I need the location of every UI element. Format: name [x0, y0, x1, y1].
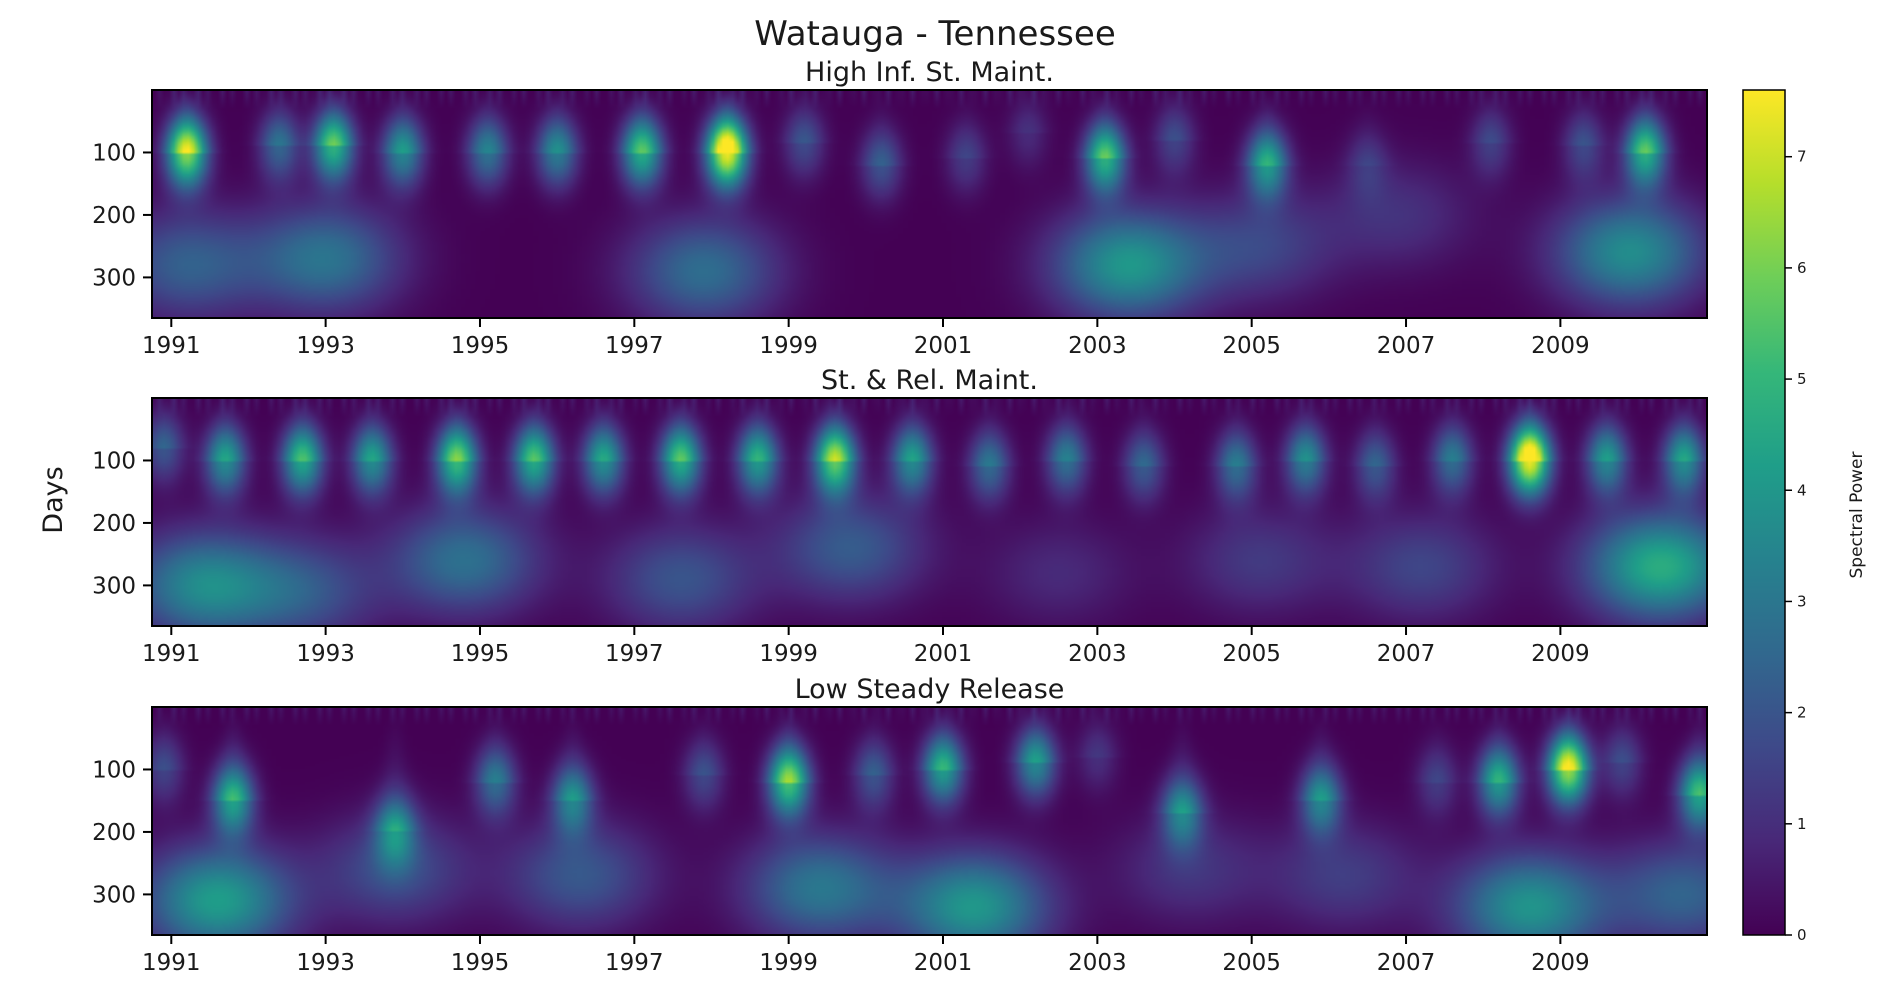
- x-tick-label: 1991: [142, 333, 201, 359]
- panel-title: High Inf. St. Maint.: [805, 57, 1054, 88]
- heatmap-image: [152, 398, 1707, 626]
- colorbar: 0 1 2 3 4 5 6 7 Spectral Power: [1742, 89, 1867, 944]
- panel-frame: [151, 397, 1708, 627]
- x-tick-label: 2007: [1377, 333, 1436, 359]
- y-tick-label: 300: [92, 882, 136, 908]
- heatmap-panels: High Inf. St. Maint. 100 200 300 1991 1993 199…: [92, 57, 1708, 976]
- colorbar-tick-label: 7: [1797, 148, 1807, 166]
- heatmap-image: [152, 707, 1707, 935]
- colorbar-tick-label: 3: [1797, 592, 1807, 610]
- x-tick-label: 1999: [759, 641, 818, 667]
- panel-frame: [151, 89, 1708, 319]
- x-tick-label: 2009: [1531, 641, 1590, 667]
- x-tick-label: 2007: [1377, 950, 1436, 976]
- colorbar-tick-label: 4: [1797, 481, 1807, 499]
- colorbar-tick-label: 6: [1797, 259, 1807, 277]
- x-tick-label: 1997: [605, 641, 664, 667]
- y-tick-label: 300: [92, 573, 136, 599]
- colorbar-tick-label: 2: [1797, 704, 1807, 722]
- x-tick-label: 2003: [1068, 950, 1127, 976]
- colorbar-tick-label: 5: [1797, 370, 1807, 388]
- x-tick-label: 1995: [451, 641, 510, 667]
- x-tick-label: 2001: [914, 641, 973, 667]
- colorbar-gradient: [1742, 89, 1786, 936]
- x-tick-label: 1993: [296, 333, 355, 359]
- x-tick-label: 1997: [605, 333, 664, 359]
- x-tick-label: 1993: [296, 950, 355, 976]
- x-tick-label: 2007: [1377, 641, 1436, 667]
- y-tick-label: 300: [92, 265, 136, 291]
- x-tick-label: 1991: [142, 641, 201, 667]
- x-tick-label: 2009: [1531, 333, 1590, 359]
- x-tick-label: 2009: [1531, 950, 1590, 976]
- x-tick-label: 1995: [451, 333, 510, 359]
- y-axis-label: Days: [38, 466, 69, 533]
- heatmap-image: [152, 90, 1707, 318]
- y-tick-label: 200: [92, 511, 136, 537]
- x-tick-label: 2005: [1222, 950, 1281, 976]
- panel-title: Low Steady Release: [795, 674, 1065, 705]
- colorbar-tick-label: 0: [1797, 926, 1807, 944]
- panel-1: High Inf. St. Maint. 100 200 300 1991 1993 199…: [92, 57, 1708, 359]
- colorbar-label: Spectral Power: [1847, 452, 1867, 579]
- x-tick-label: 2005: [1222, 333, 1281, 359]
- x-tick-label: 2005: [1222, 641, 1281, 667]
- y-tick-label: 200: [92, 203, 136, 229]
- y-tick-label: 100: [92, 448, 136, 474]
- figure-title: Watauga - Tennessee: [754, 14, 1115, 54]
- x-tick-label: 1999: [759, 333, 818, 359]
- panel-title: St. & Rel. Maint.: [821, 365, 1038, 396]
- x-tick-label: 1993: [296, 641, 355, 667]
- x-tick-label: 1991: [142, 950, 201, 976]
- x-tick-label: 1997: [605, 950, 664, 976]
- x-tick-label: 2001: [914, 333, 973, 359]
- x-tick-label: 2003: [1068, 641, 1127, 667]
- x-tick-label: 1995: [451, 950, 510, 976]
- y-tick-label: 100: [92, 140, 136, 166]
- panel-3: Low Steady Release 100 200 300 1991 1993 1995 1…: [92, 674, 1708, 976]
- x-tick-label: 2001: [914, 950, 973, 976]
- y-tick-label: 200: [92, 820, 136, 846]
- x-tick-label: 2003: [1068, 333, 1127, 359]
- y-tick-label: 100: [92, 757, 136, 783]
- panel-frame: [151, 706, 1708, 936]
- x-tick-label: 1999: [759, 950, 818, 976]
- colorbar-ticks: 0 1 2 3 4 5 6 7: [1785, 148, 1807, 944]
- colorbar-tick-label: 1: [1797, 815, 1807, 833]
- panel-2: St. & Rel. Maint. 100 200 300 1991 1993 1995 19…: [92, 365, 1708, 667]
